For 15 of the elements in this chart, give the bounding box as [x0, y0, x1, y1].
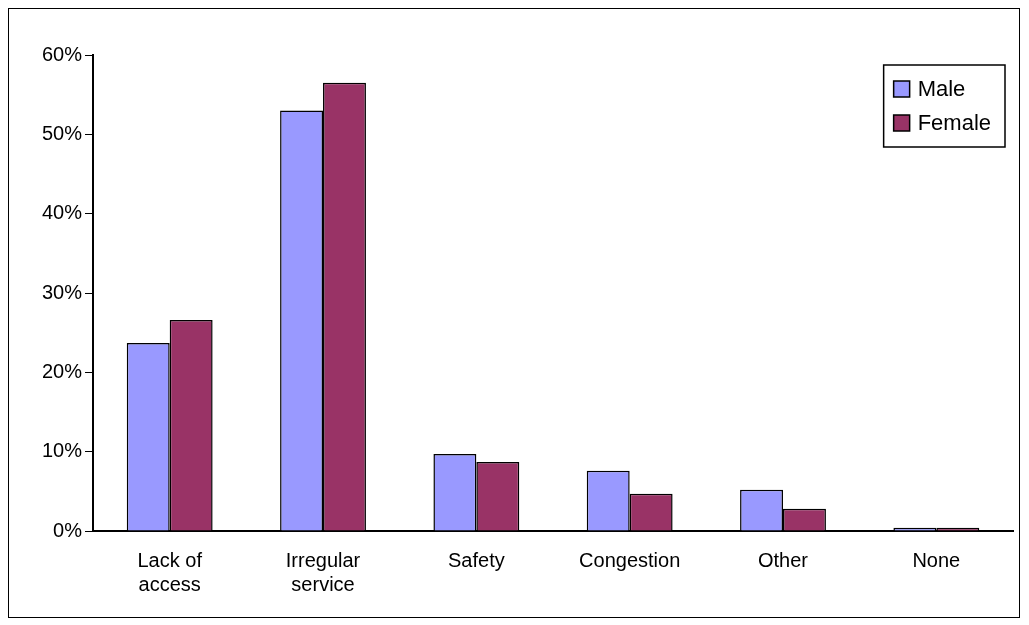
x-tick-label: Congestion [579, 548, 681, 571]
x-tick-label: Safety [448, 548, 505, 571]
legend-label: Female [917, 110, 991, 136]
y-tick-label: 60% [42, 42, 83, 65]
y-tick-label: 10% [42, 439, 83, 462]
x-tick-label: Lack of access [137, 548, 203, 595]
y-tick-label: 40% [42, 201, 83, 224]
legend-label: Male [917, 76, 966, 102]
y-tick-label: 0% [53, 518, 83, 541]
y-tick-label: 20% [42, 359, 83, 382]
x-tick-label: Other [757, 548, 809, 571]
x-tick-label: Irregular service [285, 548, 361, 595]
x-tick-label: None [912, 548, 961, 571]
y-tick-label: 50% [42, 121, 83, 144]
y-tick-label: 30% [42, 280, 83, 303]
